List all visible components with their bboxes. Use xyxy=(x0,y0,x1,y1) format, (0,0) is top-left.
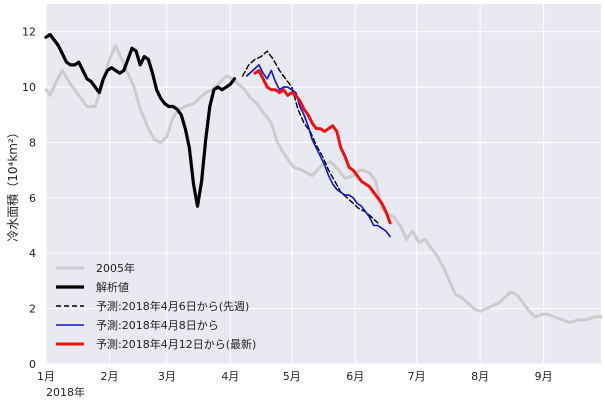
y-tick-label: 6 xyxy=(29,192,36,205)
legend-label-2: 予測:2018年4月6日から(先週) xyxy=(96,299,249,313)
x-tick-label: 6月 xyxy=(346,370,364,383)
y-tick-label: 8 xyxy=(29,136,36,149)
x-tick-label: 1月 xyxy=(37,370,55,383)
x-year-label: 2018年 xyxy=(46,385,85,399)
legend-label-1: 解析値 xyxy=(96,280,129,294)
series-layer xyxy=(44,32,603,324)
y-tick-label: 10 xyxy=(22,81,36,94)
y-tick-label: 12 xyxy=(22,26,36,39)
x-tick-label: 2月 xyxy=(100,370,118,383)
series-line-4 xyxy=(253,69,392,225)
x-tick-label: 8月 xyxy=(471,370,489,383)
legend-label-4: 予測:2018年4月12日から(最新) xyxy=(96,337,256,351)
x-tick-labels: 1月 2月 3月 4月 5月 6月 7月 8月 9月 xyxy=(37,370,553,383)
x-tick-label: 3月 xyxy=(158,370,176,383)
x-tick-label: 4月 xyxy=(221,370,239,383)
x-tick-label: 5月 xyxy=(283,370,301,383)
y-tick-label: 0 xyxy=(29,358,36,371)
series-line-0 xyxy=(44,44,603,324)
legend-label-3: 予測:2018年4月8日から xyxy=(96,318,219,332)
y-tick-labels: 0 2 4 6 8 10 12 xyxy=(22,26,36,371)
x-tick-label: 7月 xyxy=(408,370,426,383)
legend-label-0: 2005年 xyxy=(96,261,135,275)
series-line-3 xyxy=(245,64,391,238)
series-line-1 xyxy=(44,32,236,208)
y-tick-label: 4 xyxy=(29,247,36,260)
grid-lines xyxy=(45,4,601,365)
y-axis-label: 冷水面積（10⁴km²） xyxy=(5,126,20,242)
y-tick-label: 2 xyxy=(29,303,36,316)
x-tick-label: 9月 xyxy=(535,370,553,383)
